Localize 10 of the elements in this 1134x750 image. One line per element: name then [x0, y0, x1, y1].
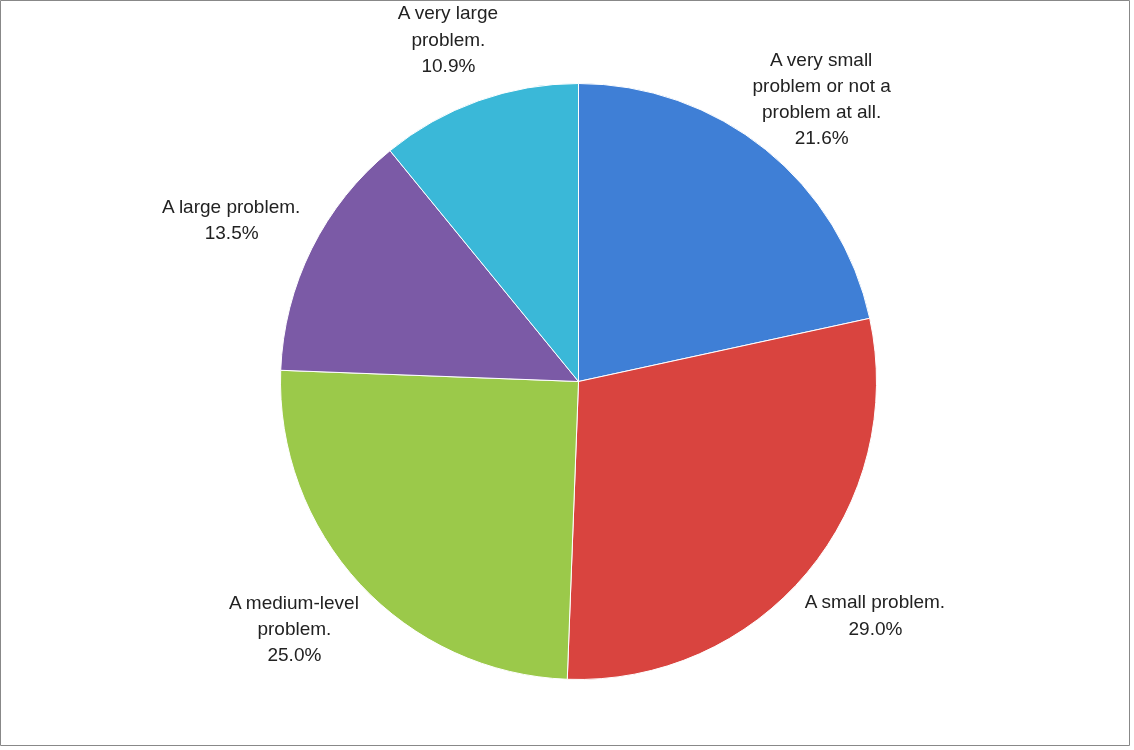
slice-label: A very small problem or not a problem at all. [752, 48, 892, 123]
data-label: 25.0% [267, 644, 322, 666]
data-label: 13.5% [204, 222, 259, 244]
data-label: 21.6% [794, 127, 849, 149]
slice-label: A small problem. [804, 591, 946, 613]
slice-label: A very large problem. [397, 2, 499, 50]
data-label: 10.9% [421, 54, 476, 76]
slice-label: A large problem. [161, 195, 301, 217]
data-label: 29.0% [848, 617, 903, 639]
slice-label: A medium-level problem. [228, 591, 359, 640]
